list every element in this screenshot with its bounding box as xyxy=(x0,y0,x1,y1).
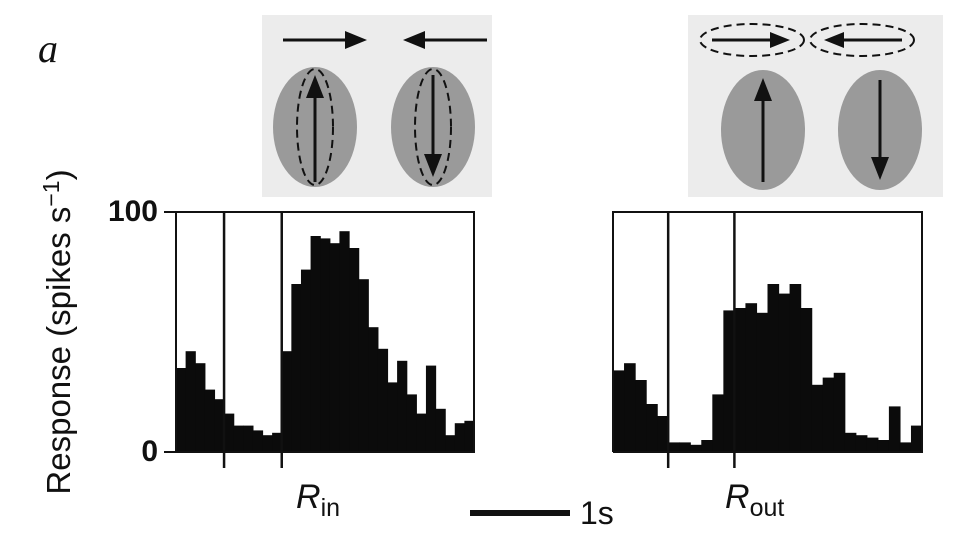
histogram-bar xyxy=(339,231,350,452)
histogram-bar xyxy=(262,435,273,452)
histogram-bar xyxy=(281,351,292,452)
histogram-bar xyxy=(734,308,747,452)
histogram-bar xyxy=(800,308,813,452)
histogram-bar xyxy=(272,432,283,452)
arrowhead-left-icon xyxy=(403,31,425,49)
histogram-bar xyxy=(435,408,446,452)
histogram-bar xyxy=(349,248,360,452)
histogram-bar xyxy=(712,394,724,452)
dashed-outline-1 xyxy=(296,68,334,186)
histogram-bar xyxy=(635,380,647,452)
panel-label: a xyxy=(38,26,58,71)
histogram-bar xyxy=(233,425,244,452)
histogram-bar xyxy=(176,368,187,452)
histogram-bar xyxy=(723,310,735,452)
histogram-bar xyxy=(387,382,398,452)
arrow-up-icon xyxy=(306,75,324,98)
histogram-bar xyxy=(291,284,302,452)
stimulus-diagram-rout xyxy=(688,15,943,197)
arrow-down-icon xyxy=(424,154,442,177)
plot-frame xyxy=(612,211,923,453)
histogram-bar xyxy=(613,370,625,452)
histogram-bar xyxy=(320,238,331,452)
arrow-up-icon xyxy=(754,78,772,101)
stimulus-diagram-rin xyxy=(262,15,492,197)
histogram-bar xyxy=(866,437,879,452)
histogram-bar xyxy=(454,423,465,452)
histogram-bar xyxy=(329,243,341,452)
histogram-bar xyxy=(877,440,890,452)
y-tick-label-top: 100 xyxy=(108,195,158,228)
histogram-bar xyxy=(464,420,475,452)
histogram-bar xyxy=(624,363,636,452)
histogram-bar xyxy=(195,363,206,452)
histogram-bar xyxy=(368,327,379,452)
histogram-bar xyxy=(701,440,713,452)
histogram-bar xyxy=(745,303,758,452)
scale-bar-label: 1s xyxy=(580,495,614,531)
histogram-bar xyxy=(756,312,769,452)
histogram-bar xyxy=(397,360,408,452)
arrow-down-icon xyxy=(871,157,889,180)
histogram-bar xyxy=(778,293,791,452)
arrowhead-right-icon xyxy=(345,31,367,49)
histogram-bar xyxy=(833,372,846,452)
histogram-bar xyxy=(214,399,225,452)
histogram-bar xyxy=(252,430,264,452)
condition-label-rout: Rout xyxy=(725,478,784,522)
histogram-bar xyxy=(657,416,669,452)
dashed-outline-3 xyxy=(699,23,805,57)
histogram-bar xyxy=(690,444,702,452)
y-axis-label: Response (spikes s−1) xyxy=(38,169,77,494)
y-tick-label-bottom: 0 xyxy=(141,435,158,468)
histogram-bar xyxy=(300,269,312,452)
histogram-bar xyxy=(822,377,835,452)
dashed-outline-2 xyxy=(414,68,452,186)
arrowhead-right-icon xyxy=(770,32,790,48)
histogram-bar xyxy=(358,279,369,452)
histogram-bar xyxy=(310,236,321,452)
histogram-bar xyxy=(668,442,680,452)
histogram-bar xyxy=(204,389,216,452)
histogram-bar xyxy=(425,365,437,452)
histogram-bar xyxy=(185,351,196,452)
histogram-bar xyxy=(899,442,912,452)
histogram-rout xyxy=(612,211,923,468)
plot-frame xyxy=(175,211,475,453)
condition-label-rin: Rin xyxy=(296,478,340,522)
histogram-bar xyxy=(844,432,857,452)
histogram-bar xyxy=(416,413,427,452)
histogram-bar xyxy=(679,442,691,452)
histogram-bar xyxy=(855,435,868,452)
arrowhead-left-icon xyxy=(824,32,844,48)
histogram-bar xyxy=(789,284,802,452)
histogram-bar xyxy=(406,394,417,452)
histogram-bar xyxy=(888,406,901,452)
histogram-bar xyxy=(377,348,389,452)
histogram-bar xyxy=(910,425,923,452)
histogram-bar xyxy=(445,435,456,452)
dashed-outline-4 xyxy=(809,23,915,57)
histogram-bar xyxy=(224,413,235,452)
histogram-bar xyxy=(243,425,254,452)
histogram-bar xyxy=(767,284,780,452)
histogram-rin xyxy=(164,211,475,468)
histogram-bar xyxy=(811,384,824,452)
histogram-bar xyxy=(646,404,658,452)
